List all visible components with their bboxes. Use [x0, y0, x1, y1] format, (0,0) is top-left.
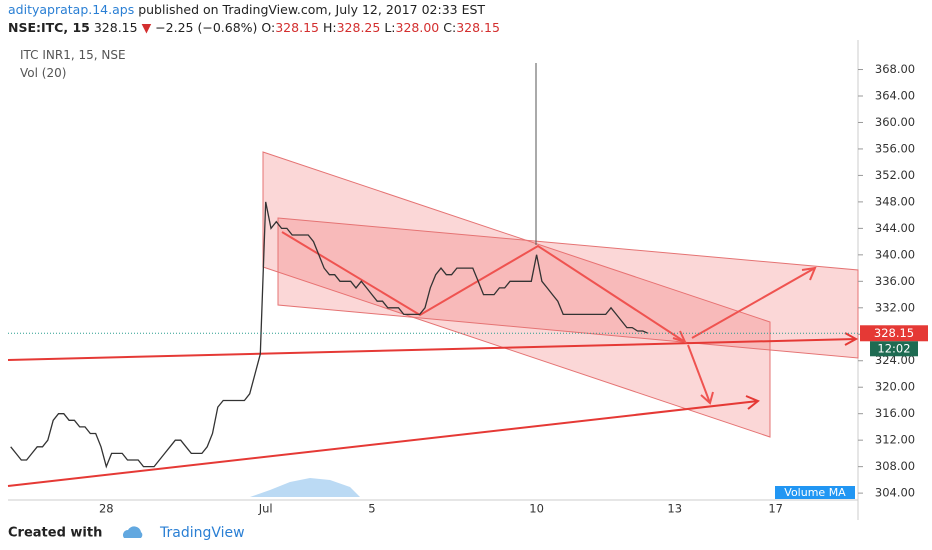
header-line-1: adityapratap.14.aps published on Trading…	[8, 2, 485, 17]
volume-legend: Vol (20)	[20, 66, 67, 80]
countdown-tag	[870, 341, 918, 357]
y-tick-label: 336.00	[875, 274, 915, 288]
projection-arrows	[281, 231, 817, 405]
y-tick-label: 344.00	[875, 221, 915, 235]
y-tick-label: 352.00	[875, 168, 915, 182]
y-tick-label: 356.00	[875, 141, 915, 155]
ohlc-c-value: 328.15	[456, 20, 500, 35]
y-tick-label: 320.00	[875, 380, 915, 394]
footer-created: Created with	[8, 526, 102, 541]
x-tick-label: 17	[768, 502, 783, 516]
header-line-2: NSE:ITC, 15 328.15 ▼ −2.25 (−0.68%) O:32…	[8, 20, 500, 35]
author[interactable]: adityapratap.14.aps	[8, 2, 135, 17]
volume-ma-tag	[775, 486, 855, 499]
countdown-label: 12:02	[877, 341, 910, 355]
y-tick-label: 368.00	[875, 62, 915, 76]
channel-large	[262, 151, 771, 438]
price-line	[10, 201, 649, 469]
ohlc-l: L:	[384, 20, 396, 35]
change-arrow: ▼	[141, 20, 152, 35]
y-tick-label: 324.00	[875, 353, 915, 367]
y-tick-label: 332.00	[875, 300, 915, 314]
ohlc-c: C:	[443, 20, 457, 35]
symbol: NSE:ITC, 15	[8, 20, 90, 35]
y-tick-label: 364.00	[875, 88, 915, 102]
x-tick-label: 10	[529, 502, 544, 516]
y-tick-label: 340.00	[875, 247, 915, 261]
published: published on TradingView.com, July 12, 2…	[138, 2, 486, 17]
footer-brand[interactable]: TradingView	[159, 525, 245, 541]
y-tick-label: 308.00	[875, 459, 915, 473]
volume-ma-label: Volume MA	[784, 486, 846, 499]
y-tick-label: 304.00	[875, 486, 915, 500]
x-tick-label: Jul	[258, 502, 273, 516]
ohlc-h: H:	[322, 20, 337, 35]
y-tick-label: 360.00	[875, 115, 915, 129]
y-tick-label: 348.00	[875, 194, 915, 208]
last: 328.15	[93, 20, 138, 35]
x-tick-label: 13	[667, 502, 682, 516]
ohlc-o-value: 328.15	[275, 20, 319, 35]
y-tick-label: 312.00	[875, 433, 915, 447]
ohlc-h-value: 328.25	[336, 20, 381, 35]
last-price-label: 328.15	[874, 326, 914, 340]
ohlc-o: O:	[261, 20, 276, 35]
series-legend: ITC INR1, 15, NSE	[20, 48, 126, 62]
x-tick-label: 5	[368, 502, 375, 516]
change: −2.25 (−0.68%)	[155, 20, 258, 35]
ohlc-l-value: 328.00	[395, 20, 440, 35]
trend-lines	[7, 332, 859, 487]
x-tick-label: 28	[99, 502, 114, 516]
x-axis-strip	[0, 500, 932, 520]
footer-logo	[123, 526, 143, 538]
volume-ma-area	[250, 478, 360, 497]
channel-small	[277, 217, 859, 359]
last-price-tag	[860, 325, 928, 342]
y-tick-label: 316.00	[875, 406, 915, 420]
